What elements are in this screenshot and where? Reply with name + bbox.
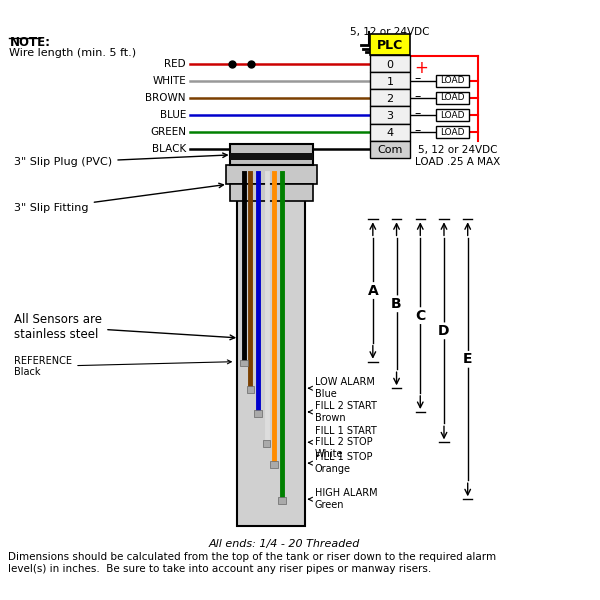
- Text: +: +: [415, 59, 428, 77]
- Text: Com: Com: [377, 145, 403, 155]
- Text: –: –: [415, 107, 421, 119]
- Text: FILL 2 START
Brown: FILL 2 START Brown: [308, 401, 377, 423]
- Bar: [370, 73, 410, 89]
- Text: BROWN: BROWN: [145, 93, 186, 103]
- Text: All Sensors are
stainless steel: All Sensors are stainless steel: [14, 313, 235, 341]
- Bar: [240, 360, 248, 367]
- Text: NOTE:: NOTE:: [10, 36, 50, 49]
- Text: 5, 12 or 24VDC: 5, 12 or 24VDC: [350, 27, 430, 37]
- Bar: [254, 410, 262, 416]
- Text: A: A: [367, 284, 378, 298]
- Text: B: B: [391, 297, 402, 311]
- Text: All ends: 1/4 - 20 Threaded: All ends: 1/4 - 20 Threaded: [209, 539, 360, 549]
- Text: LOAD: LOAD: [440, 128, 465, 137]
- Text: –: –: [415, 124, 421, 137]
- Bar: [436, 92, 469, 104]
- Text: LOAD .25 A MAX: LOAD .25 A MAX: [415, 157, 500, 167]
- Text: LOW ALARM
Blue: LOW ALARM Blue: [308, 377, 375, 399]
- Text: LOAD: LOAD: [440, 110, 465, 119]
- Text: WHITE: WHITE: [152, 76, 186, 86]
- Text: RED: RED: [164, 59, 186, 69]
- Text: BLUE: BLUE: [160, 110, 186, 120]
- Bar: [370, 106, 410, 124]
- Text: 0: 0: [386, 60, 394, 70]
- Text: BLACK: BLACK: [152, 144, 186, 154]
- Bar: [230, 184, 313, 202]
- Text: 4: 4: [386, 128, 394, 138]
- Text: 5, 12 or 24VDC: 5, 12 or 24VDC: [418, 145, 497, 155]
- Bar: [230, 154, 313, 160]
- Text: 2: 2: [386, 94, 394, 104]
- Text: C: C: [415, 308, 425, 323]
- Bar: [278, 497, 286, 504]
- Text: 3" Slip Fitting: 3" Slip Fitting: [14, 183, 223, 213]
- Text: Dimensions should be calculated from the top of the tank or riser down to the re: Dimensions should be calculated from the…: [8, 553, 496, 574]
- Bar: [370, 34, 410, 55]
- Bar: [370, 89, 410, 106]
- Bar: [436, 126, 469, 138]
- Text: LOAD: LOAD: [440, 94, 465, 103]
- Text: HIGH ALARM
Green: HIGH ALARM Green: [308, 488, 377, 510]
- Bar: [271, 461, 278, 468]
- Text: GREEN: GREEN: [150, 127, 186, 137]
- Text: Wire length (min. 5 ft.): Wire length (min. 5 ft.): [10, 47, 137, 58]
- Text: 3: 3: [386, 111, 394, 121]
- Text: E: E: [463, 352, 472, 366]
- Bar: [436, 74, 469, 87]
- Bar: [370, 140, 410, 158]
- Bar: [247, 386, 254, 393]
- Text: REFERENCE
Black: REFERENCE Black: [14, 356, 231, 377]
- Text: –: –: [415, 89, 421, 103]
- Text: FILL 1 START
FILL 2 STOP
White: FILL 1 START FILL 2 STOP White: [308, 426, 377, 459]
- Text: 3" Slip Plug (PVC): 3" Slip Plug (PVC): [14, 153, 227, 167]
- Text: FILL 1 STOP
Orange: FILL 1 STOP Orange: [308, 452, 373, 474]
- Text: 1: 1: [386, 77, 394, 87]
- Text: LOAD: LOAD: [440, 76, 465, 85]
- Bar: [370, 124, 410, 140]
- Bar: [370, 55, 410, 73]
- Bar: [237, 165, 305, 526]
- Text: –: –: [415, 73, 421, 85]
- Bar: [436, 109, 469, 121]
- Bar: [263, 440, 271, 447]
- Bar: [230, 145, 313, 165]
- Text: PLC: PLC: [377, 39, 403, 52]
- Bar: [226, 165, 317, 184]
- Text: D: D: [438, 324, 450, 338]
